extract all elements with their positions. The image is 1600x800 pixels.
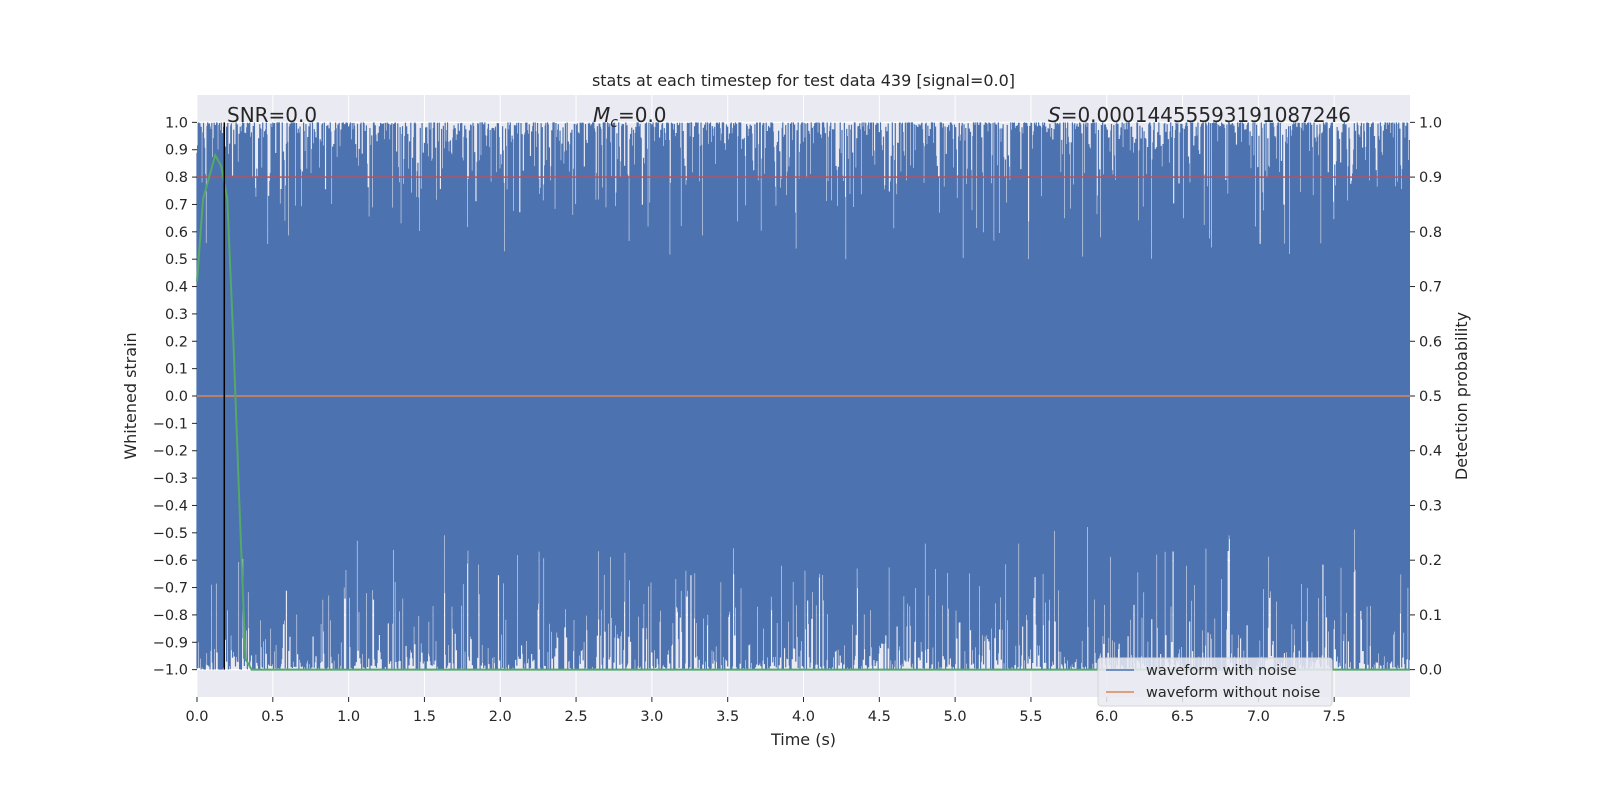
y-left-axis-label: Whitened strain	[121, 332, 140, 459]
y-left-tick-label: 0.5	[165, 252, 188, 268]
x-tick-label: 4.0	[792, 709, 815, 725]
y-left-tick-label: 0.1	[165, 362, 188, 378]
y-left-tick-label: 0.4	[165, 280, 188, 296]
series-waveform-with-noise	[196, 122, 1411, 670]
annotation-s: S=0.00014455593191087246	[1048, 103, 1351, 127]
annotation-mc: Mc=0.0	[593, 103, 667, 131]
x-tick-label: 3.5	[716, 709, 739, 725]
y-right-tick-label: 0.6	[1419, 334, 1442, 350]
annotation-mc-value: =0.0	[618, 103, 667, 127]
x-tick-label: 7.5	[1323, 709, 1346, 725]
x-tick-label: 3.0	[640, 709, 663, 725]
y-left-tick-label: −0.1	[153, 416, 188, 432]
legend-box	[1097, 657, 1333, 707]
y-left-axis-ticks: 1.0 0.9 0.8 0.7 0.6 0.5 0.4 0.3 0.2 0.1 0.0 −0.1 −0.…	[153, 115, 197, 679]
y-right-tick-label: 1.0	[1419, 115, 1442, 131]
y-left-tick-label: 0.9	[165, 143, 188, 159]
x-tick-label: 1.0	[337, 709, 360, 725]
x-tick-label: 0.0	[185, 709, 208, 725]
y-right-tick-label: 0.4	[1419, 444, 1442, 460]
y-right-axis-ticks: 1.0 0.9 0.8 0.7 0.6 0.5 0.4 0.3 0.2 0.1 0.0	[1410, 115, 1442, 679]
x-tick-label: 1.5	[413, 709, 436, 725]
y-right-tick-label: 0.5	[1419, 389, 1442, 405]
x-axis-label: Time (s)	[770, 730, 836, 749]
y-left-tick-label: −0.6	[153, 553, 188, 569]
y-right-tick-label: 0.3	[1419, 498, 1442, 514]
x-tick-label: 5.5	[1019, 709, 1042, 725]
legend: waveform with noise waveform without noi…	[1097, 657, 1333, 707]
annotation-s-value: =0.00014455593191087246	[1061, 103, 1351, 127]
y-left-tick-label: 1.0	[165, 115, 188, 131]
y-left-tick-label: 0.6	[165, 225, 188, 241]
y-left-tick-label: −0.5	[153, 526, 188, 542]
y-left-tick-label: 0.0	[165, 389, 188, 405]
y-left-tick-label: −1.0	[153, 663, 188, 679]
x-tick-label: 7.0	[1247, 709, 1270, 725]
y-right-tick-label: 0.2	[1419, 553, 1442, 569]
chart-title: stats at each timestep for test data 439…	[592, 71, 1015, 90]
y-left-tick-label: 0.3	[165, 307, 188, 323]
x-tick-label: 5.0	[944, 709, 967, 725]
x-tick-label: 2.0	[489, 709, 512, 725]
annotation-s-symbol: S	[1048, 103, 1061, 127]
y-right-tick-label: 0.0	[1419, 663, 1442, 679]
y-right-tick-label: 0.8	[1419, 225, 1442, 241]
x-tick-label: 4.5	[868, 709, 891, 725]
annotation-mc-subscript: c	[610, 115, 618, 131]
x-axis-ticks: 0.0 0.5 1.0 1.5 2.0 2.5 3.0 3.5 4.0 4.5 5.0 5.5 6.0 6…	[185, 697, 1346, 725]
y-right-axis-label: Detection probability	[1452, 312, 1471, 480]
y-left-tick-label: −0.4	[153, 498, 188, 514]
y-left-tick-label: −0.9	[153, 635, 188, 651]
x-tick-label: 6.5	[1171, 709, 1194, 725]
x-tick-label: 6.0	[1095, 709, 1118, 725]
y-right-tick-label: 0.7	[1419, 280, 1442, 296]
y-left-tick-label: 0.2	[165, 334, 188, 350]
y-left-tick-label: −0.8	[153, 608, 188, 624]
legend-entry-clean: waveform without noise	[1146, 685, 1320, 701]
detection-probability-line	[196, 152, 1410, 671]
y-left-tick-label: −0.3	[153, 471, 188, 487]
y-left-tick-label: 0.7	[165, 197, 188, 213]
y-left-tick-label: −0.7	[153, 581, 188, 597]
legend-entry-noise: waveform with noise	[1146, 663, 1297, 679]
y-right-tick-label: 0.9	[1419, 170, 1442, 186]
y-right-tick-label: 0.1	[1419, 608, 1442, 624]
y-left-tick-label: 0.8	[165, 170, 188, 186]
annotation-snr: SNR=0.0	[227, 103, 317, 127]
y-left-tick-label: −0.2	[153, 444, 188, 460]
noise-core	[197, 259, 1410, 506]
x-tick-label: 0.5	[261, 709, 284, 725]
annotation-mc-symbol: M	[593, 103, 610, 127]
x-tick-label: 2.5	[565, 709, 588, 725]
